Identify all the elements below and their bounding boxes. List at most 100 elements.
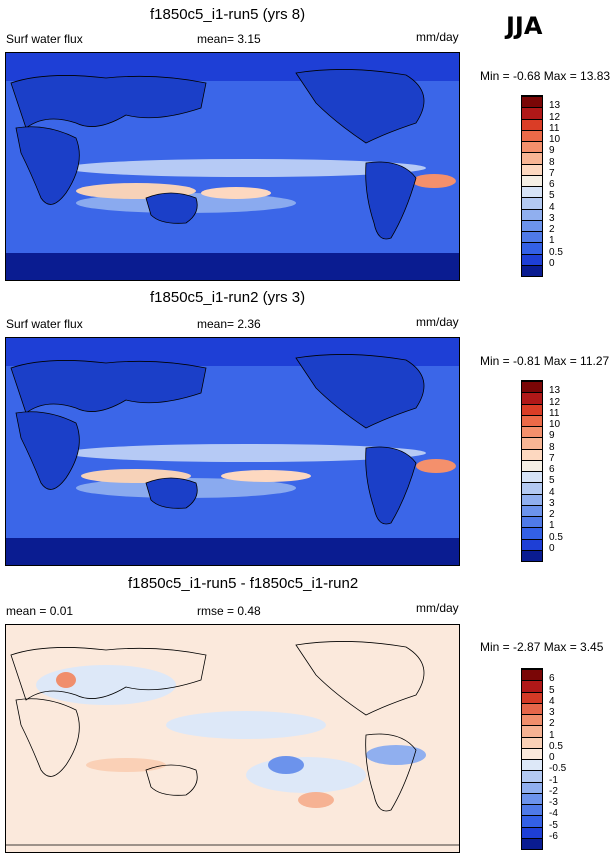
negative-anomaly: [166, 711, 326, 739]
variable-label: Surf water flux: [6, 32, 83, 46]
colorbar-tick-label: 10: [549, 134, 561, 145]
colorbar-swatch: [522, 152, 542, 164]
eurasia-landmass: [10, 75, 207, 129]
colorbar-frame: [521, 380, 543, 562]
colorbar-swatch: [522, 804, 542, 816]
colorbar-tick-label: 9: [549, 145, 555, 157]
itcz-band: [66, 444, 426, 462]
positive-anomaly: [86, 758, 166, 772]
colorbar-swatch: [522, 826, 542, 838]
south-america-landmass: [365, 446, 417, 525]
colorbar-frame: [521, 668, 543, 850]
north-america-landmass: [295, 354, 425, 429]
colorbar-tick-label: 0: [549, 257, 555, 269]
colorbar: 0 0.5 1 2 3 4 5 6 7 8 9 10 11 12 13: [521, 380, 563, 562]
colorbar-swatch: [522, 516, 542, 528]
colorbar-tick-label: 12: [549, 111, 561, 123]
season-label: JJA: [506, 12, 543, 40]
colorbar-tick-label: 11: [549, 407, 560, 419]
strong-negative-anomaly: [366, 745, 426, 765]
colorbar-swatch: [522, 197, 542, 209]
colorbar-tick-label: 2: [549, 718, 555, 730]
australia-landmass: [145, 764, 198, 796]
eurasia-landmass: [10, 360, 207, 414]
positive-anomaly: [298, 792, 334, 808]
mean-label: mean= 3.15: [197, 32, 261, 46]
colorbar-swatch: [522, 414, 542, 426]
africa-landmass: [15, 126, 80, 205]
colorbar-swatch: [522, 725, 542, 737]
colorbar-swatch: [522, 381, 542, 393]
mean-label: mean= 2.36: [197, 317, 261, 331]
minmax-label: Min = -0.81 Max = 11.27: [480, 354, 610, 368]
colorbar-swatch: [522, 792, 542, 804]
colorbar-tick-label: 1: [549, 520, 555, 532]
colorbar-tick-label: 3: [549, 212, 555, 224]
colorbar-swatch: [522, 448, 542, 460]
eurasia-landmass: [10, 647, 207, 701]
panel-title: f1850c5_i1-run5 (yrs 8): [150, 6, 306, 23]
negative-anomaly: [36, 665, 176, 705]
colorbar-swatch: [522, 231, 542, 243]
colorbar-swatch: [522, 691, 542, 703]
colorbar-swatch: [522, 781, 542, 793]
colorbar-tick-label: 1: [549, 729, 555, 741]
itcz-band: [66, 159, 426, 177]
panel-title: f1850c5_i1-run2 (yrs 3): [150, 289, 306, 306]
colorbar-swatch: [522, 129, 542, 141]
colorbar-swatch: [522, 770, 542, 782]
colorbar-swatch: [522, 815, 542, 827]
colorbar-tick-label: 5: [549, 684, 555, 696]
colorbar-swatch: [522, 669, 542, 681]
colorbar-swatch: [522, 426, 542, 438]
colorbar-swatch: [522, 759, 542, 771]
colorbar-tick-label: 4: [549, 201, 555, 213]
colorbar-swatch: [522, 174, 542, 186]
colorbar-tick-label: 5: [549, 475, 555, 487]
colorbar-tick-label: 4: [549, 695, 555, 707]
units-label: mm/day: [416, 30, 459, 44]
minmax-label: Min = -0.68 Max = 13.83: [480, 69, 611, 83]
colorbar-tick-label: 7: [549, 167, 555, 179]
colorbar-swatch: [522, 736, 542, 748]
colorbar-tick-label: 0: [549, 542, 555, 554]
colorbar-swatch: [522, 702, 542, 714]
colorbar-swatch: [522, 253, 542, 265]
colorbar-swatch: [522, 493, 542, 505]
colorbar-frame: [521, 95, 543, 277]
colorbar-tick-label: 9: [549, 430, 555, 442]
colorbar-swatch: [522, 141, 542, 153]
colorbar-swatch: [522, 680, 542, 692]
colorbar-tick-label: -1: [549, 774, 558, 786]
colorbar-tick-label: 0.5: [549, 531, 563, 543]
colorbar-tick-label: 6: [549, 673, 555, 685]
colorbar-swatch: [522, 208, 542, 220]
strong-positive-anomaly: [56, 672, 76, 688]
wet-band-atlantic: [416, 459, 456, 473]
world-map: [5, 337, 460, 566]
colorbar-swatch: [522, 186, 542, 198]
colorbar-swatch: [522, 219, 542, 231]
north-america-landmass: [295, 69, 425, 144]
units-label: mm/day: [416, 601, 459, 615]
units-label: mm/day: [416, 315, 459, 329]
colorbar-swatch: [522, 527, 542, 539]
colorbar-swatch: [522, 504, 542, 516]
variable-label: Surf water flux: [6, 317, 83, 331]
colorbar-tick-label: 1: [549, 235, 555, 247]
colorbar-tick-label: 4: [549, 486, 555, 498]
colorbar-swatch: [522, 437, 542, 449]
australia-landmass: [145, 192, 198, 224]
south-america-landmass: [365, 161, 417, 240]
colorbar-tick-label: 2: [549, 224, 555, 235]
panel-title: f1850c5_i1-run5 - f1850c5_i1-run2: [128, 575, 359, 592]
colorbar-swatch: [522, 538, 542, 550]
world-map: [5, 52, 460, 281]
wet-band-atlantic: [412, 174, 456, 188]
colorbar-tick-label: 6: [549, 179, 555, 190]
colorbar-tick-label: -2: [549, 785, 558, 797]
wet-band-pacific: [201, 187, 271, 199]
colorbar-swatch: [522, 242, 542, 254]
colorbar-swatch: [522, 549, 542, 561]
colorbar-tick-label: -4: [549, 808, 558, 820]
